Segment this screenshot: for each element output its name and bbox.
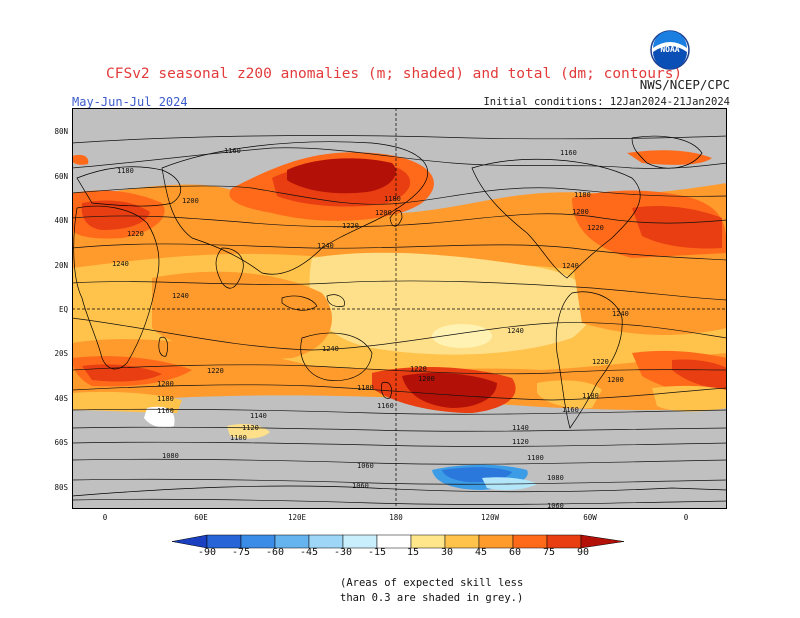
svg-text:1240: 1240 [562,262,579,270]
lon-label: 0 [683,513,689,522]
lat-label: 40S [54,394,68,403]
svg-text:1240: 1240 [322,345,339,353]
footnote-line-2: than 0.3 are shaded in grey.) [340,592,524,604]
logo-text: NOAA [660,45,679,54]
colorbar-label: 15 [406,547,420,558]
lat-label: 60N [54,172,68,181]
svg-text:1200: 1200 [418,375,435,383]
lat-label: 20S [54,349,68,358]
svg-text:1200: 1200 [182,197,199,205]
lat-label: 40N [54,216,68,225]
svg-text:1180: 1180 [384,195,401,203]
svg-text:1160: 1160 [560,149,577,157]
lat-label: 20N [54,261,68,270]
svg-text:1080: 1080 [547,474,564,482]
svg-text:1180: 1180 [117,167,134,175]
colorbar-label: -45 [299,547,319,558]
svg-text:1140: 1140 [512,424,529,432]
agency-label: NWS/NCEP/CPC [639,77,730,92]
lat-label: EQ [58,305,68,314]
coastlines [72,135,727,497]
lat-label: 80S [54,483,68,492]
svg-text:1120: 1120 [242,424,259,432]
svg-text:1220: 1220 [342,222,359,230]
map-title: CFSv2 seasonal z200 anomalies (m; shaded… [106,66,683,82]
z200-contours [72,135,727,505]
svg-text:1180: 1180 [582,392,599,400]
colorbar [172,534,625,549]
lon-label: 180 [389,513,403,522]
svg-text:1180: 1180 [574,191,591,199]
svg-text:1060: 1060 [357,462,374,470]
lon-label: 120E [287,513,307,522]
svg-text:1160: 1160 [224,147,241,155]
colorbar-label: -30 [333,547,353,558]
svg-text:1200: 1200 [572,208,589,216]
svg-text:1180: 1180 [157,395,174,403]
lon-label: 60W [583,513,597,522]
svg-text:1240: 1240 [317,242,334,250]
svg-text:1220: 1220 [207,367,224,375]
svg-text:1200: 1200 [607,376,624,384]
svg-text:1160: 1160 [377,402,394,410]
svg-text:1240: 1240 [612,310,629,318]
colorbar-label: 45 [474,547,488,558]
svg-text:1240: 1240 [507,327,524,335]
lon-label: 60E [194,513,208,522]
skill-footnote: (Areas of expected skill less than 0.3 a… [340,576,523,606]
svg-text:1200: 1200 [375,209,392,217]
colorbar-arrow-right [580,534,625,549]
svg-text:1100: 1100 [230,434,247,442]
svg-text:1220: 1220 [587,224,604,232]
svg-text:1060: 1060 [547,502,564,509]
colorbar-label: -90 [197,547,217,558]
lon-label: 0 [102,513,108,522]
colorbar-label: 30 [440,547,454,558]
colorbar-label: 60 [508,547,522,558]
svg-text:1220: 1220 [410,365,427,373]
svg-text:1220: 1220 [592,358,609,366]
footnote-line-1: (Areas of expected skill less [340,577,524,589]
colorbar-label: 75 [542,547,556,558]
svg-text:1160: 1160 [562,406,579,414]
noaa-logo-icon: NOAA [650,30,690,70]
svg-text:1180: 1180 [357,384,374,392]
lat-label: 80N [54,127,68,136]
colorbar-label: 90 [576,547,590,558]
svg-text:1140: 1140 [250,412,267,420]
svg-text:1080: 1080 [162,452,179,460]
svg-text:1240: 1240 [112,260,129,268]
colorbar-label: -15 [367,547,387,558]
svg-text:1160: 1160 [157,407,174,415]
initial-conditions-label: Initial conditions: 12Jan2024-21Jan2024 [483,96,730,108]
svg-text:1200: 1200 [157,380,174,388]
svg-text:1240: 1240 [172,292,189,300]
svg-text:1100: 1100 [527,454,544,462]
lon-label: 120W [480,513,500,522]
svg-text:1220: 1220 [127,230,144,238]
anomaly-map: 1160 1180 1200 1220 1240 1240 1240 1220 … [72,108,727,509]
season-label: May-Jun-Jul 2024 [72,95,188,109]
map-frame [72,108,727,509]
colorbar-label: -75 [231,547,251,558]
lat-label: 60S [54,438,68,447]
contour-labels: 1160 1180 1200 1220 1240 1240 1240 1220 … [112,147,629,509]
colorbar-label: -60 [265,547,285,558]
svg-text:1060: 1060 [352,482,369,490]
svg-text:1120: 1120 [512,438,529,446]
